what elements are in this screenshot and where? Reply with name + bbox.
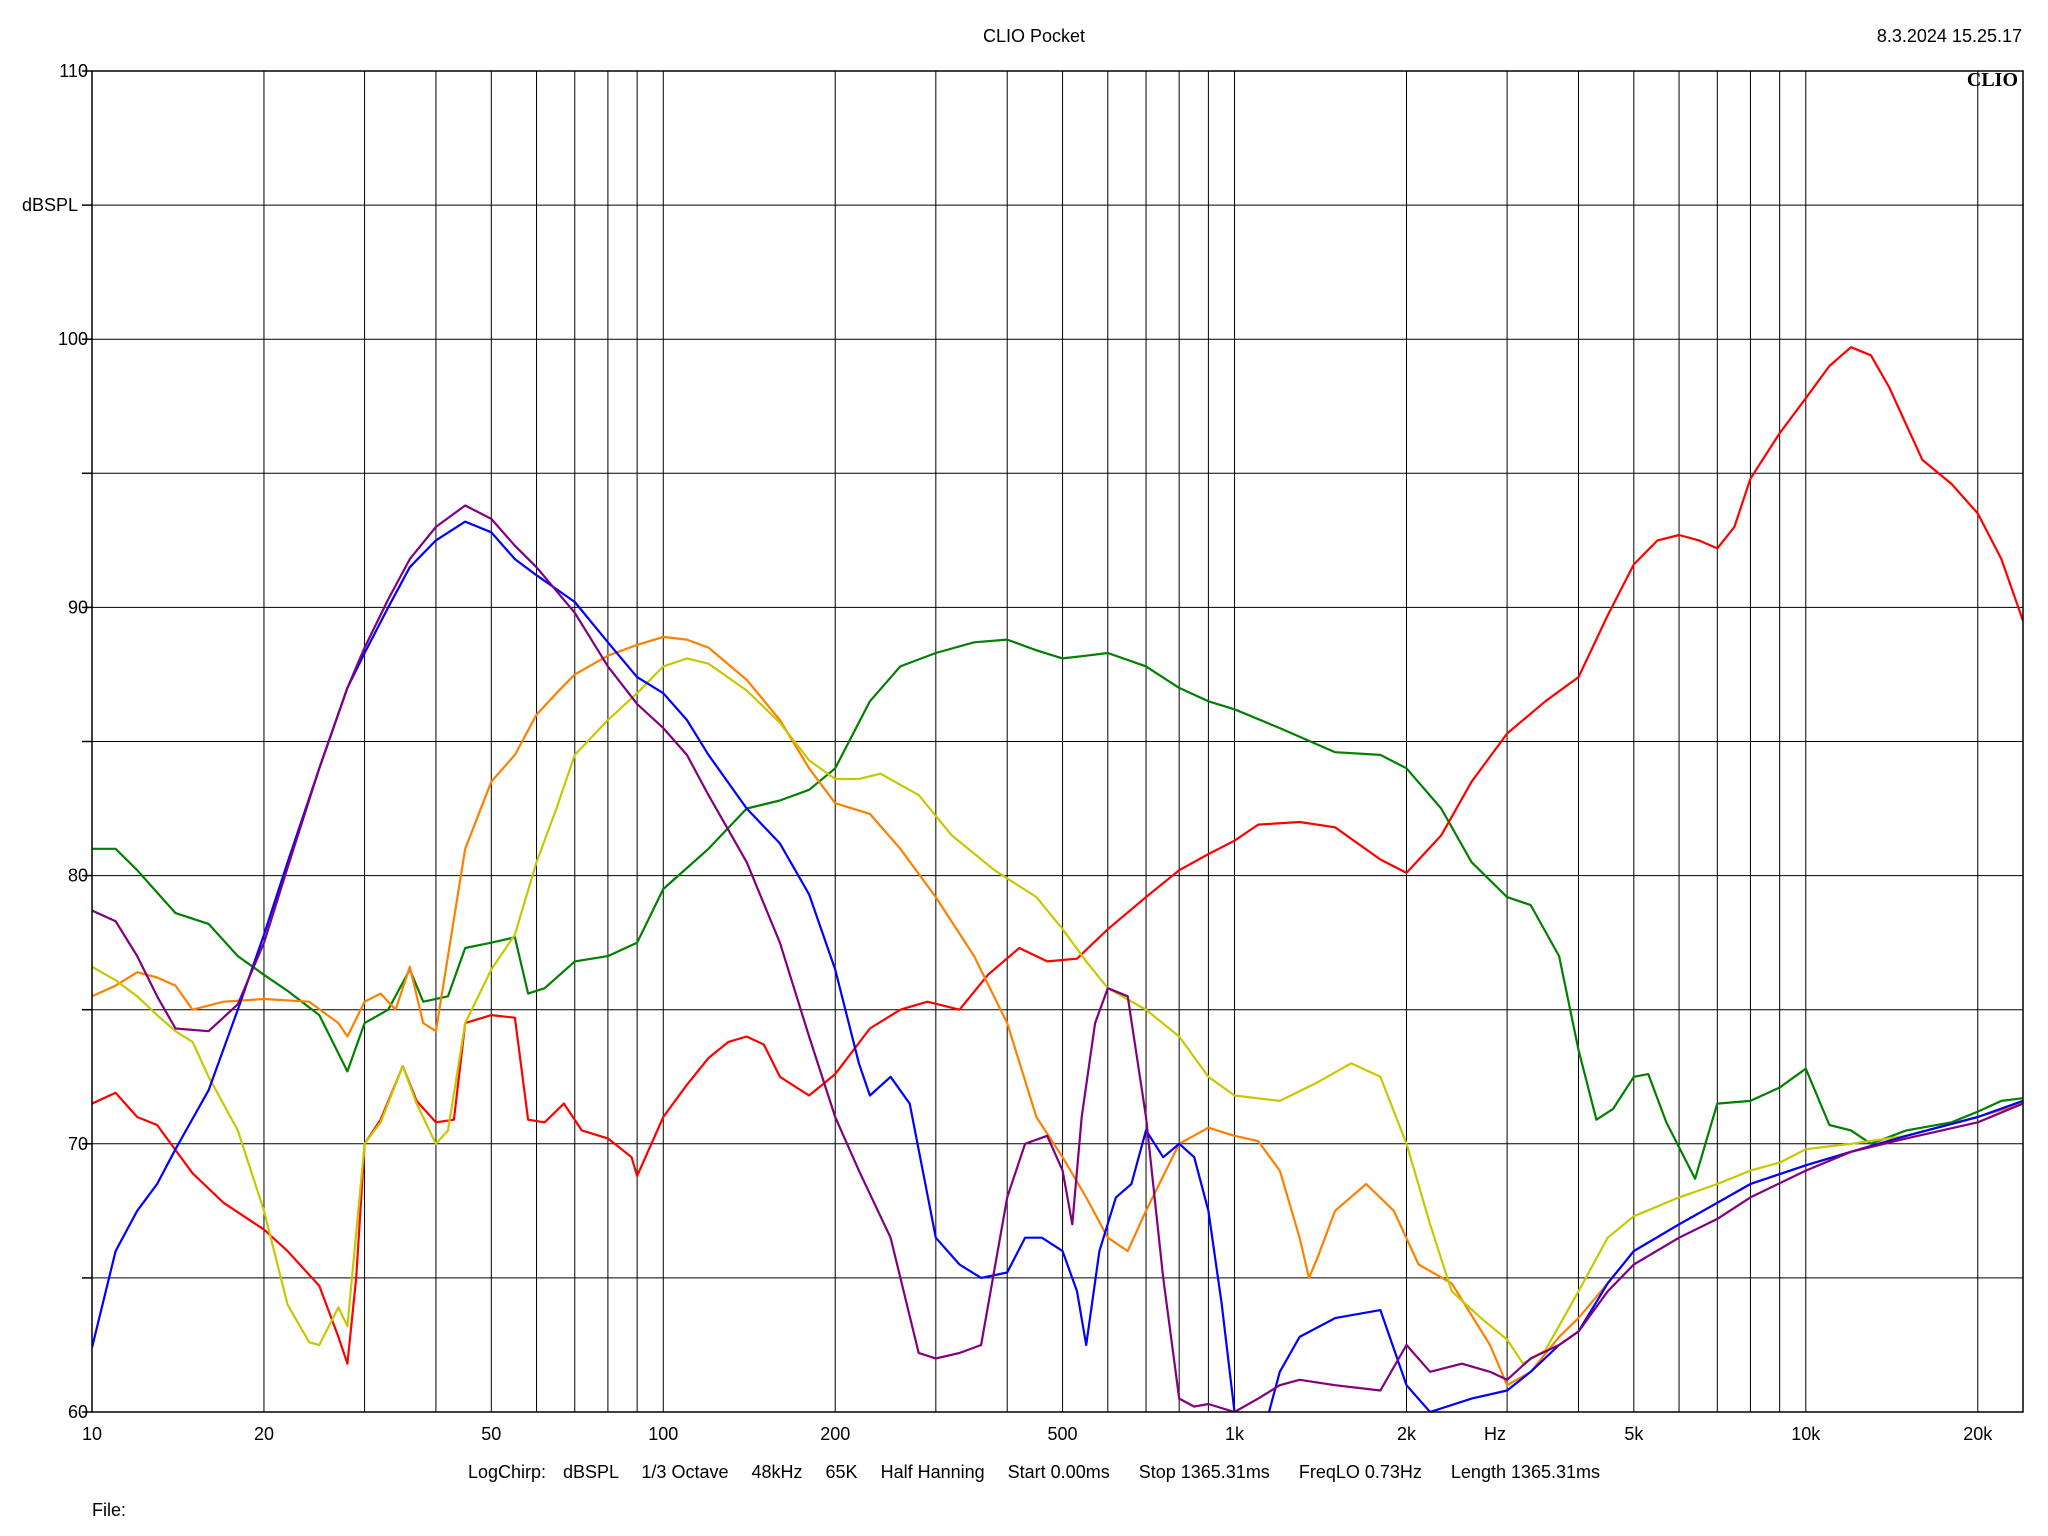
series-line-6 xyxy=(92,504,2023,1412)
y-tick-labels: 60 70 80 90 100 110 xyxy=(58,61,92,1422)
x-tick-label: 500 xyxy=(1048,1424,1078,1444)
y-tick-label: 90 xyxy=(68,597,88,617)
x-tick-label: 2k xyxy=(1397,1424,1417,1444)
series-line-5 xyxy=(92,520,2023,1412)
setting-mode: LogChirp: xyxy=(468,1462,546,1482)
setting-size: 65K xyxy=(826,1462,858,1482)
x-tick-label: 1k xyxy=(1225,1424,1245,1444)
setting-window: Half Hanning xyxy=(881,1462,985,1482)
series-line-4 xyxy=(92,657,2023,1365)
x-axis-unit-label: Hz xyxy=(1484,1424,1506,1444)
setting-length: Length 1365.31ms xyxy=(1451,1462,1600,1482)
clio-logo: CLIO xyxy=(1967,69,2018,91)
y-tick-label: 110 xyxy=(59,61,88,81)
x-tick-label: 20 xyxy=(254,1424,274,1444)
y-tick-label: 100 xyxy=(58,329,88,349)
y-tick-label: 70 xyxy=(68,1134,88,1154)
x-tick-labels: 10 20 50 100 200 500 1k 2k 5k 10k 20k xyxy=(82,1424,1993,1444)
setting-start: Start 0.00ms xyxy=(1008,1462,1110,1482)
series-layer xyxy=(92,346,2023,1412)
setting-sample-rate: 48kHz xyxy=(751,1462,802,1482)
setting-freqlo: FreqLO 0.73Hz xyxy=(1299,1462,1422,1482)
y-axis-unit-label: dBSPL xyxy=(22,195,78,215)
x-tick-label: 10k xyxy=(1791,1424,1821,1444)
series-line-2 xyxy=(92,346,2023,1365)
y-tick-label: 80 xyxy=(68,866,88,886)
file-label: File: xyxy=(92,1500,126,1520)
setting-unit: dBSPL xyxy=(563,1462,619,1482)
x-tick-label: 200 xyxy=(820,1424,850,1444)
x-tick-label: 50 xyxy=(481,1424,501,1444)
setting-smoothing: 1/3 Octave xyxy=(641,1462,728,1482)
chart-title: CLIO Pocket xyxy=(983,26,1085,46)
x-tick-label: 100 xyxy=(648,1424,678,1444)
series-line-1 xyxy=(92,638,2023,1180)
measurement-settings: LogChirp: dBSPL 1/3 Octave 48kHz 65K Hal… xyxy=(468,1462,1600,1482)
y-tick-label: 60 xyxy=(68,1402,88,1422)
grid xyxy=(92,71,2023,1412)
timestamp: 8.3.2024 15.25.17 xyxy=(1877,26,2022,46)
x-tick-label: 5k xyxy=(1624,1424,1644,1444)
series-line-3 xyxy=(92,635,2023,1387)
x-tick-label: 20k xyxy=(1963,1424,1993,1444)
x-tick-label: 10 xyxy=(82,1424,102,1444)
setting-stop: Stop 1365.31ms xyxy=(1139,1462,1270,1482)
